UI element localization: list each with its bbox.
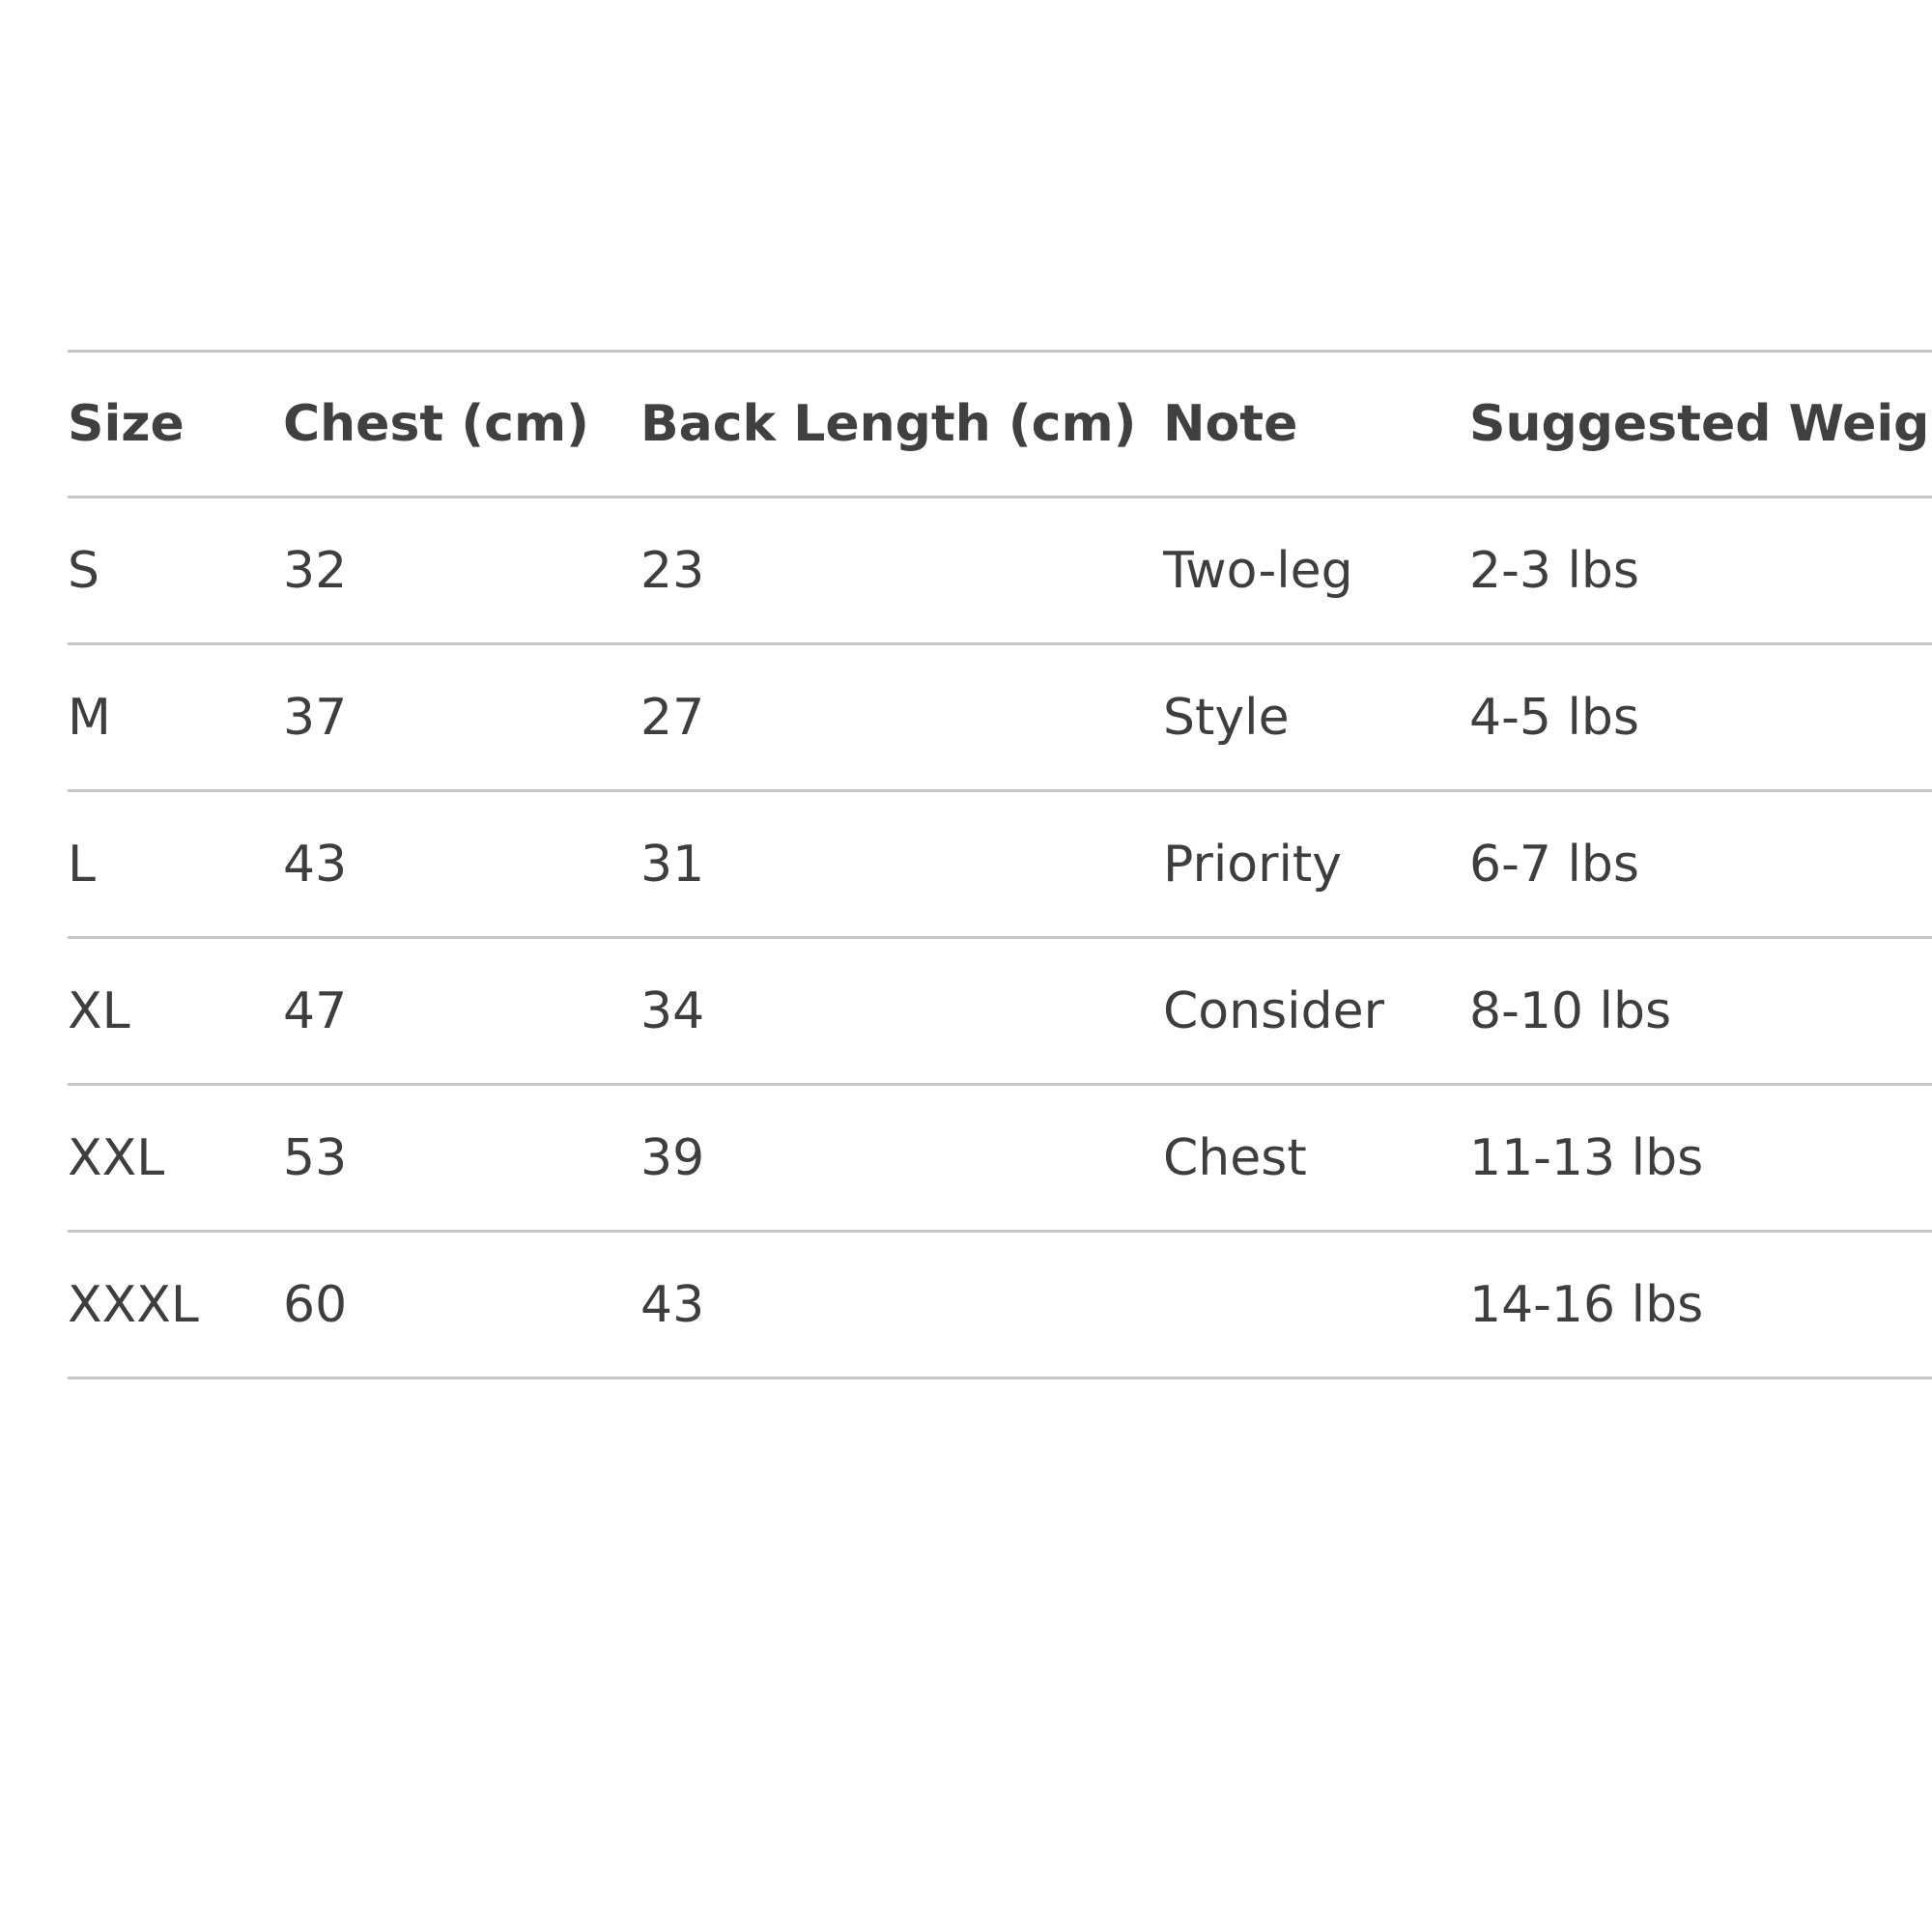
- cell-back-length: 43: [640, 1230, 1163, 1379]
- cell-chest: 43: [283, 789, 640, 938]
- table-header-row: Size Chest (cm) Back Length (cm) Note Su…: [68, 350, 1932, 497]
- cell-note: Consider: [1163, 936, 1469, 1085]
- table-row: L 43 31 Priority 6-7 lbs: [68, 789, 1932, 938]
- cell-suggested-weight: 6-7 lbs: [1469, 789, 1932, 938]
- table-row: XXXL 60 43 14-16 lbs: [68, 1230, 1932, 1379]
- cell-size: XXL: [68, 1083, 283, 1232]
- cell-note: [1163, 1230, 1469, 1379]
- cell-back-length: 34: [640, 936, 1163, 1085]
- cell-back-length: 39: [640, 1083, 1163, 1232]
- cell-size: S: [68, 496, 283, 644]
- cell-note: Style: [1163, 642, 1469, 791]
- cell-note: Two-leg: [1163, 496, 1469, 644]
- header-back-length: Back Length (cm): [640, 350, 1163, 497]
- cell-chest: 47: [283, 936, 640, 1085]
- header-chest: Chest (cm): [283, 350, 640, 497]
- cell-size: XL: [68, 936, 283, 1085]
- header-size: Size: [68, 350, 283, 497]
- header-note: Note: [1163, 350, 1469, 497]
- size-chart-table: Size Chest (cm) Back Length (cm) Note Su…: [68, 350, 1932, 1379]
- table-row: XL 47 34 Consider 8-10 lbs: [68, 936, 1932, 1085]
- cell-suggested-weight: 4-5 lbs: [1469, 642, 1932, 791]
- cell-back-length: 23: [640, 496, 1163, 644]
- cell-suggested-weight: 8-10 lbs: [1469, 936, 1932, 1085]
- cell-size: L: [68, 789, 283, 938]
- cell-chest: 37: [283, 642, 640, 791]
- cell-suggested-weight: 14-16 lbs: [1469, 1230, 1932, 1379]
- cell-note: Chest: [1163, 1083, 1469, 1232]
- cell-chest: 32: [283, 496, 640, 644]
- cell-back-length: 27: [640, 642, 1163, 791]
- cell-suggested-weight: 11-13 lbs: [1469, 1083, 1932, 1232]
- cell-chest: 60: [283, 1230, 640, 1379]
- cell-size: XXXL: [68, 1230, 283, 1379]
- table-row: M 37 27 Style 4-5 lbs: [68, 642, 1932, 791]
- cell-suggested-weight: 2-3 lbs: [1469, 496, 1932, 644]
- table-row: S 32 23 Two-leg 2-3 lbs: [68, 496, 1932, 644]
- cell-size: M: [68, 642, 283, 791]
- cell-chest: 53: [283, 1083, 640, 1232]
- cell-back-length: 31: [640, 789, 1163, 938]
- cell-note: Priority: [1163, 789, 1469, 938]
- table-row: XXL 53 39 Chest 11-13 lbs: [68, 1083, 1932, 1232]
- header-suggested-weight: Suggested Weight: [1469, 350, 1932, 497]
